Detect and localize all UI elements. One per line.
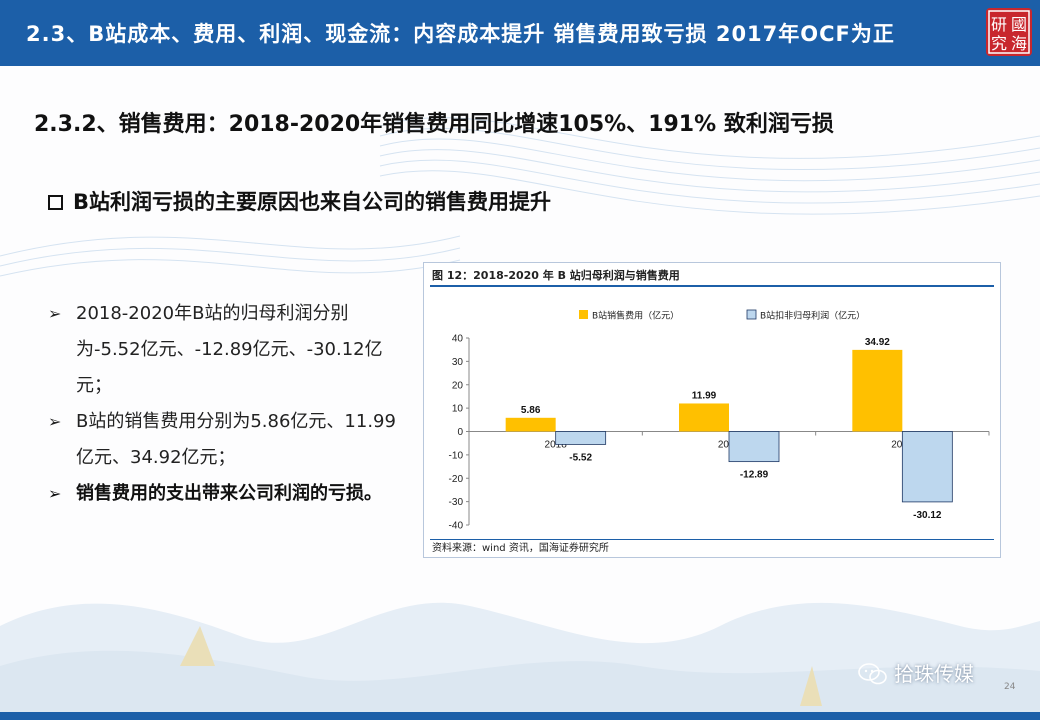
data-label: -5.52 — [569, 452, 592, 463]
bar — [852, 349, 903, 432]
y-tick-label: 40 — [452, 334, 464, 345]
page-title: 2.3、B站成本、费用、利润、现金流：内容成本提升 销售费用致亏损 2017年O… — [26, 22, 895, 46]
header-bar: 2.3、B站成本、费用、利润、现金流：内容成本提升 销售费用致亏损 2017年O… — [0, 0, 1040, 66]
seal-char: 海 — [1011, 34, 1027, 53]
arrow-bullet-icon: ➢ — [48, 412, 62, 431]
logo-seal: 研 國 究 海 — [986, 8, 1032, 56]
seal-char: 國 — [1011, 15, 1027, 34]
section-subheading: 2.3.2、销售费用：2018-2020年销售费用同比增速105%、191% 致… — [34, 112, 834, 137]
y-tick-label: -20 — [449, 474, 464, 485]
y-tick-label: -40 — [449, 521, 464, 532]
y-tick-label: 20 — [452, 380, 464, 391]
arrow-bullet-icon: ➢ — [48, 304, 62, 323]
x-tick-label: 2018 — [545, 440, 568, 451]
legend-swatch — [579, 310, 588, 319]
background-decoration — [0, 117, 1040, 720]
bar — [901, 431, 953, 503]
bar — [728, 431, 780, 463]
list-item: ➢ B站的销售费用分别为5.86亿元、11.99亿元、34.92亿元； — [46, 404, 396, 476]
bottom-strip — [0, 712, 1040, 720]
list-item-text: B站的销售费用分别为5.86亿元、11.99亿元、34.92亿元； — [76, 411, 396, 468]
data-label: -30.12 — [913, 510, 942, 521]
list-item: ➢ 2018-2020年B站的归母利润分别为-5.52亿元、-12.89亿元、-… — [46, 296, 396, 404]
bar — [679, 403, 729, 432]
list-item: ➢ 销售费用的支出带来公司利润的亏损。 — [46, 476, 396, 512]
brand-watermark: 拾珠传媒 — [858, 658, 974, 687]
page-number: 24 — [1004, 682, 1016, 692]
bar — [505, 417, 556, 432]
legend-label: B站扣非归母利润（亿元） — [760, 310, 865, 322]
arrow-bullet-icon: ➢ — [48, 484, 62, 503]
data-label: 34.92 — [865, 337, 890, 348]
seal-char: 究 — [991, 34, 1007, 53]
wechat-icon — [858, 663, 887, 685]
bullet-heading: B站利润亏损的主要原因也来自公司的销售费用提升 — [48, 186, 551, 216]
data-label: -12.89 — [740, 470, 769, 481]
chart-title: 图 12：2018-2020 年 B 站归母利润与销售费用 — [432, 269, 680, 282]
legend-label: B站销售费用（亿元） — [592, 310, 679, 322]
data-label: 5.86 — [521, 405, 541, 416]
bar — [555, 431, 607, 445]
square-bullet-icon — [48, 195, 63, 210]
chart-source: 资料来源：wind 资讯，国海证券研究所 — [432, 543, 609, 554]
list-item-text: 2018-2020年B站的归母利润分别为-5.52亿元、-12.89亿元、-30… — [76, 303, 383, 396]
legend-swatch — [746, 309, 757, 320]
chart-panel: 图 12：2018-2020 年 B 站归母利润与销售费用 40 30 20 10 0 -… — [423, 262, 1001, 558]
chart-source-rule — [430, 539, 994, 540]
y-tick-label: 10 — [452, 404, 464, 415]
bar-chart: 403020100-10-20-30-4020185.86-5.52201911… — [449, 309, 990, 532]
y-tick-label: 30 — [452, 357, 464, 368]
data-label: 11.99 — [692, 390, 717, 401]
y-tick-label: 0 — [457, 427, 463, 438]
brand-name: 拾珠传媒 — [894, 662, 974, 686]
seal-char: 研 — [991, 15, 1007, 34]
list-item-text: 销售费用的支出带来公司利润的亏损。 — [76, 483, 382, 504]
bullet-heading-text: B站利润亏损的主要原因也来自公司的销售费用提升 — [73, 190, 552, 214]
chart-title-rule — [430, 285, 994, 287]
y-tick-label: -10 — [449, 450, 464, 461]
y-tick-label: -30 — [449, 497, 464, 508]
key-points-list: ➢ 2018-2020年B站的归母利润分别为-5.52亿元、-12.89亿元、-… — [46, 296, 396, 512]
